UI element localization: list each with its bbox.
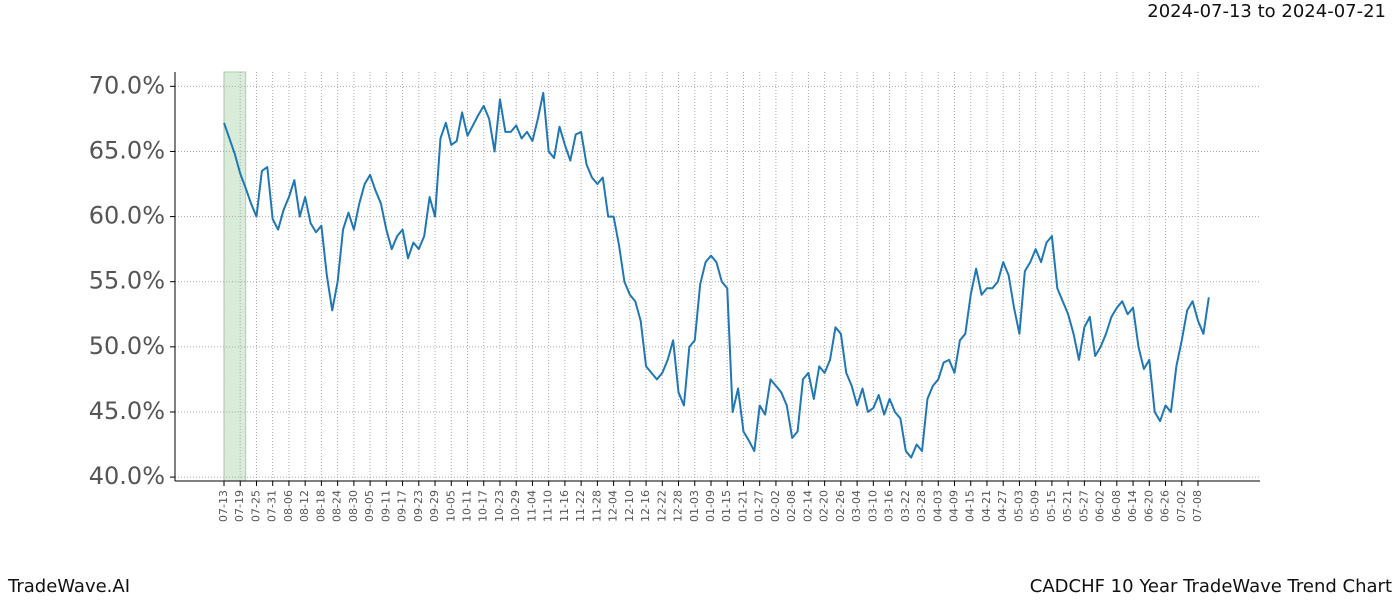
x-tick-label: 07-19: [233, 490, 246, 522]
x-tick-label: 10-05: [444, 490, 457, 522]
x-tick-label: 06-26: [1159, 490, 1172, 522]
y-tick-label: 50.0%: [89, 332, 165, 360]
x-tick-label: 04-27: [996, 490, 1009, 522]
x-tick-label: 03-04: [850, 490, 863, 522]
x-tick-label: 10-17: [477, 490, 490, 522]
x-tick-label: 10-23: [493, 490, 506, 522]
x-tick-label: 05-03: [1012, 490, 1025, 522]
x-tick-label: 03-10: [866, 490, 879, 522]
footer-caption: CADCHF 10 Year TradeWave Trend Chart: [1030, 576, 1392, 597]
x-tick-label: 01-21: [736, 490, 749, 522]
y-tick-label: 40.0%: [89, 462, 165, 490]
x-tick-label: 07-31: [266, 490, 279, 522]
x-tick-label: 06-02: [1094, 490, 1107, 522]
x-tick-label: 05-27: [1077, 490, 1090, 522]
x-tick-label: 03-22: [899, 490, 912, 522]
x-tick-label: 02-02: [769, 490, 782, 522]
x-tick-label: 10-11: [461, 490, 474, 522]
x-tick-label: 04-21: [980, 490, 993, 522]
x-tick-label: 03-28: [915, 490, 928, 522]
x-tick-label: 05-21: [1061, 490, 1074, 522]
x-tick-label: 02-14: [801, 490, 814, 522]
y-tick-label: 45.0%: [89, 397, 165, 425]
x-tick-label: 06-08: [1110, 490, 1123, 522]
x-tick-label: 05-15: [1045, 490, 1058, 522]
y-tick-label: 65.0%: [89, 136, 165, 164]
x-tick-label: 11-22: [574, 490, 587, 522]
x-tick-label: 11-04: [525, 490, 538, 522]
x-tick-label: 07-02: [1175, 490, 1188, 522]
x-tick-label: 08-18: [314, 490, 327, 522]
x-tick-label: 01-09: [704, 490, 717, 522]
footer-brand: TradeWave.AI: [7, 576, 130, 597]
x-tick-label: 11-28: [590, 490, 603, 522]
x-tick-label: 12-04: [607, 490, 620, 522]
x-tick-label: 09-29: [428, 490, 441, 522]
x-tick-label: 01-03: [688, 490, 701, 522]
x-tick-label: 01-15: [720, 490, 733, 522]
x-tick-label: 07-25: [249, 490, 262, 522]
x-tick-label: 10-29: [509, 490, 522, 522]
x-tick-label: 05-09: [1029, 490, 1042, 522]
x-tick-label: 04-09: [948, 490, 961, 522]
x-tick-label: 12-16: [639, 490, 652, 522]
x-tick-label: 04-03: [931, 490, 944, 522]
x-tick-label: 09-05: [363, 490, 376, 522]
x-tick-label: 02-20: [818, 490, 831, 522]
x-tick-label: 09-17: [396, 490, 409, 522]
x-tick-label: 09-23: [412, 490, 425, 522]
x-tick-label: 08-30: [347, 490, 360, 522]
x-tick-label: 12-28: [672, 490, 685, 522]
x-tick-label: 11-10: [542, 490, 555, 522]
y-tick-label: 70.0%: [89, 71, 165, 99]
x-tick-label: 04-15: [964, 490, 977, 522]
y-tick-label: 55.0%: [89, 267, 165, 295]
x-tick-label: 08-24: [331, 490, 344, 522]
chart-title: 2024-07-13 to 2024-07-21: [1147, 1, 1386, 22]
y-tick-label: 60.0%: [89, 202, 165, 230]
trend-line: [223, 91, 1210, 459]
x-tick-label: 02-08: [785, 490, 798, 522]
x-tick-label: 12-10: [623, 490, 636, 522]
x-tick-label: 08-06: [282, 490, 295, 522]
x-tick-label: 08-12: [298, 490, 311, 522]
x-tick-label: 07-08: [1191, 490, 1204, 522]
x-tick-label: 06-20: [1142, 490, 1155, 522]
x-tick-label: 02-26: [834, 490, 847, 522]
x-tick-label: 06-14: [1126, 490, 1139, 522]
x-tick-label: 11-16: [558, 490, 571, 522]
x-tick-label: 03-16: [883, 490, 896, 522]
x-tick-label: 07-13: [217, 490, 230, 522]
x-tick-label: 01-27: [753, 490, 766, 522]
x-tick-label: 12-22: [655, 490, 668, 522]
x-tick-label: 09-11: [379, 490, 392, 522]
